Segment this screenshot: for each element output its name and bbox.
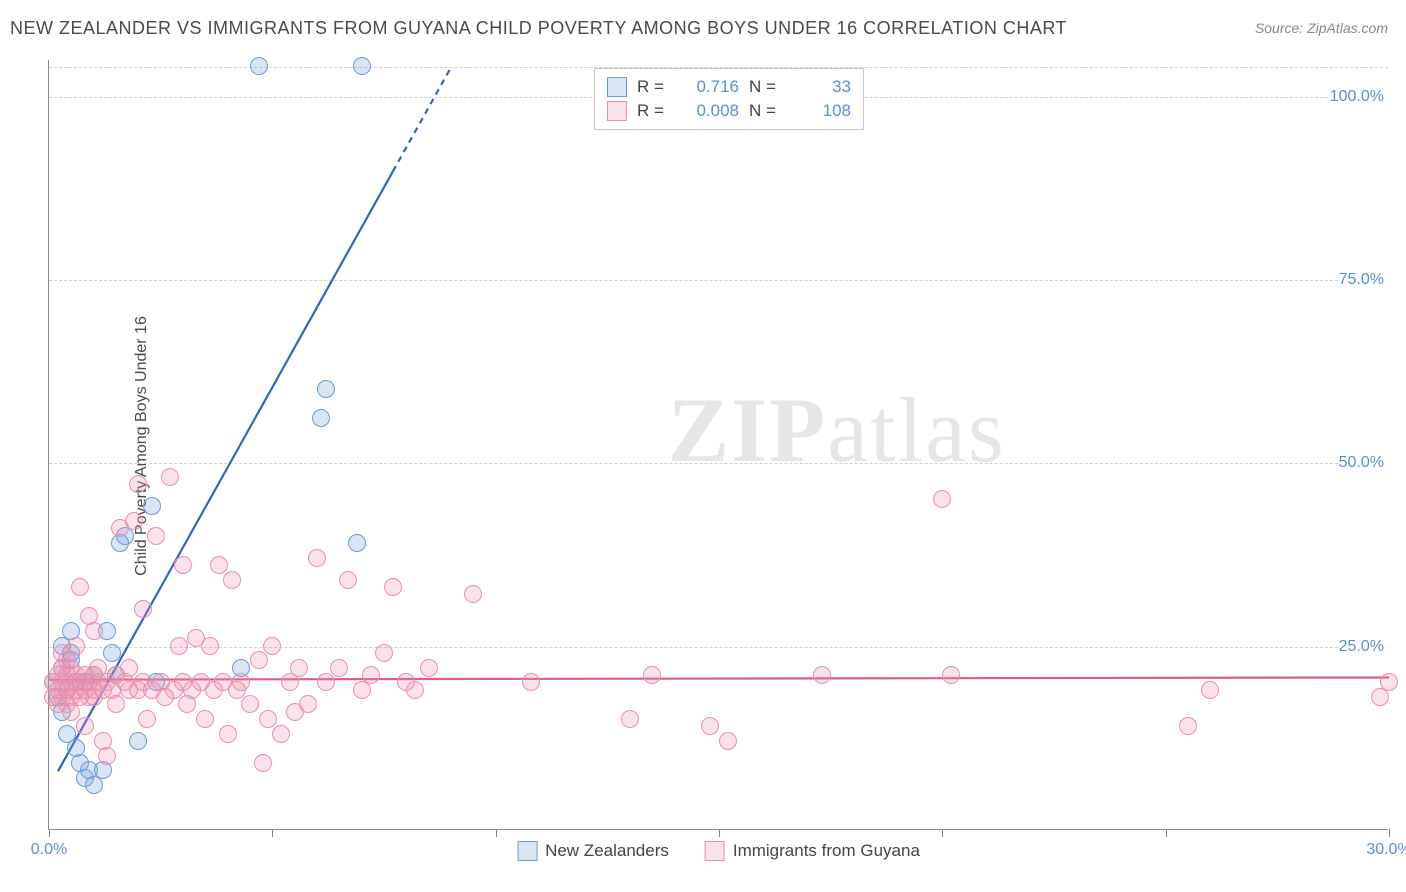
scatter-point xyxy=(290,659,308,677)
scatter-point xyxy=(1201,681,1219,699)
scatter-point xyxy=(933,490,951,508)
scatter-point xyxy=(98,747,116,765)
scatter-point xyxy=(161,468,179,486)
legend-stats-row-2: R = 0.008 N = 108 xyxy=(607,99,851,123)
scatter-point xyxy=(330,659,348,677)
scatter-point xyxy=(71,578,89,596)
scatter-point xyxy=(129,475,147,493)
scatter-point xyxy=(170,637,188,655)
legend-label-1: New Zealanders xyxy=(545,841,669,861)
scatter-point xyxy=(317,380,335,398)
scatter-point xyxy=(103,644,121,662)
scatter-point xyxy=(348,534,366,552)
plot-area: ZIPatlas 25.0%50.0%75.0%100.0% 0.0%30.0%… xyxy=(48,60,1388,830)
scatter-point xyxy=(174,556,192,574)
scatter-point xyxy=(107,695,125,713)
scatter-point xyxy=(719,732,737,750)
scatter-point xyxy=(250,57,268,75)
scatter-point xyxy=(210,556,228,574)
scatter-point xyxy=(299,695,317,713)
r-value-2: 0.008 xyxy=(681,101,739,121)
scatter-point xyxy=(219,725,237,743)
legend-label-2: Immigrants from Guyana xyxy=(733,841,920,861)
legend-swatch-series-2 xyxy=(705,841,725,861)
legend-swatch-1 xyxy=(607,77,627,97)
scatter-point xyxy=(147,527,165,545)
scatter-point xyxy=(232,673,250,691)
scatter-point xyxy=(250,651,268,669)
scatter-point xyxy=(143,497,161,515)
watermark-bold: ZIP xyxy=(668,379,827,481)
scatter-point xyxy=(241,695,259,713)
scatter-point xyxy=(353,57,371,75)
scatter-point xyxy=(1380,673,1398,691)
source-label: Source: ZipAtlas.com xyxy=(1255,20,1388,36)
scatter-point xyxy=(375,644,393,662)
watermark-rest: atlas xyxy=(827,379,1006,481)
scatter-point xyxy=(406,681,424,699)
scatter-point xyxy=(134,600,152,618)
legend-series: New Zealanders Immigrants from Guyana xyxy=(517,841,920,861)
scatter-point xyxy=(196,710,214,728)
scatter-point xyxy=(384,578,402,596)
scatter-point xyxy=(317,673,335,691)
scatter-point xyxy=(223,571,241,589)
scatter-point xyxy=(643,666,661,684)
scatter-point xyxy=(1179,717,1197,735)
legend-item-1: New Zealanders xyxy=(517,841,669,861)
scatter-point xyxy=(76,717,94,735)
watermark: ZIPatlas xyxy=(668,377,1006,483)
scatter-point xyxy=(464,585,482,603)
scatter-point xyxy=(263,637,281,655)
scatter-point xyxy=(701,717,719,735)
scatter-point xyxy=(67,637,85,655)
scatter-point xyxy=(813,666,831,684)
scatter-point xyxy=(254,754,272,772)
scatter-point xyxy=(125,512,143,530)
scatter-point xyxy=(138,710,156,728)
scatter-point xyxy=(120,659,138,677)
n-value-1: 33 xyxy=(793,77,851,97)
scatter-point xyxy=(312,409,330,427)
legend-swatch-2 xyxy=(607,101,627,121)
n-value-2: 108 xyxy=(793,101,851,121)
legend-swatch-series-1 xyxy=(517,841,537,861)
legend-item-2: Immigrants from Guyana xyxy=(705,841,920,861)
r-label: R = xyxy=(637,77,671,97)
scatter-point xyxy=(621,710,639,728)
n-label: N = xyxy=(749,101,783,121)
scatter-point xyxy=(942,666,960,684)
chart-title: NEW ZEALANDER VS IMMIGRANTS FROM GUYANA … xyxy=(10,18,1067,39)
n-label: N = xyxy=(749,77,783,97)
scatter-point xyxy=(362,666,380,684)
r-value-1: 0.716 xyxy=(681,77,739,97)
scatter-point xyxy=(272,725,290,743)
legend-stats: R = 0.716 N = 33 R = 0.008 N = 108 xyxy=(594,68,864,130)
scatter-point xyxy=(259,710,277,728)
scatter-point xyxy=(339,571,357,589)
scatter-point xyxy=(85,622,103,640)
trend-lines xyxy=(49,60,1389,830)
scatter-point xyxy=(129,732,147,750)
scatter-point xyxy=(308,549,326,567)
legend-stats-row-1: R = 0.716 N = 33 xyxy=(607,75,851,99)
r-label: R = xyxy=(637,101,671,121)
scatter-point xyxy=(522,673,540,691)
scatter-point xyxy=(201,637,219,655)
scatter-point xyxy=(420,659,438,677)
